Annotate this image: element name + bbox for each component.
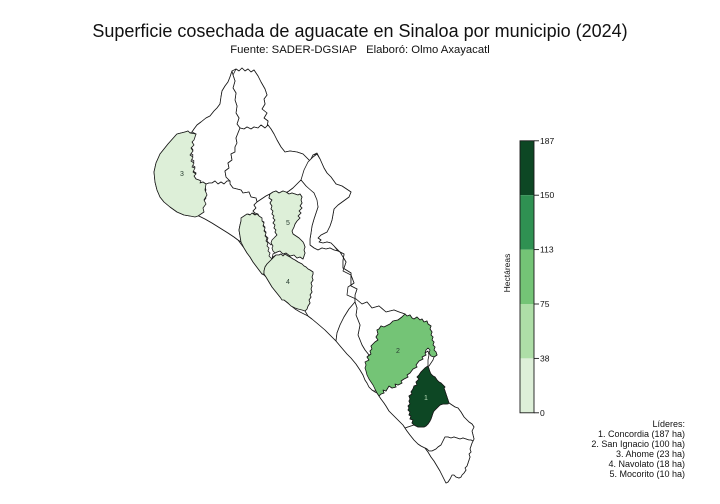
svg-text:75: 75 [540, 299, 550, 309]
svg-text:38: 38 [540, 353, 550, 363]
svg-text:4: 4 [286, 279, 290, 286]
svg-text:0: 0 [540, 408, 545, 418]
svg-text:1: 1 [424, 395, 428, 402]
svg-text:3: 3 [180, 171, 184, 178]
svg-text:5: 5 [286, 220, 290, 227]
svg-text:Hectáreas: Hectáreas [502, 254, 512, 293]
svg-text:113: 113 [540, 245, 554, 255]
svg-text:150: 150 [540, 190, 554, 200]
svg-text:187: 187 [540, 136, 554, 146]
svg-text:2: 2 [396, 348, 400, 355]
